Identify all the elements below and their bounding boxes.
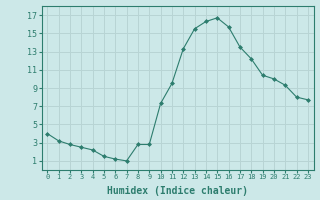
X-axis label: Humidex (Indice chaleur): Humidex (Indice chaleur) bbox=[107, 186, 248, 196]
